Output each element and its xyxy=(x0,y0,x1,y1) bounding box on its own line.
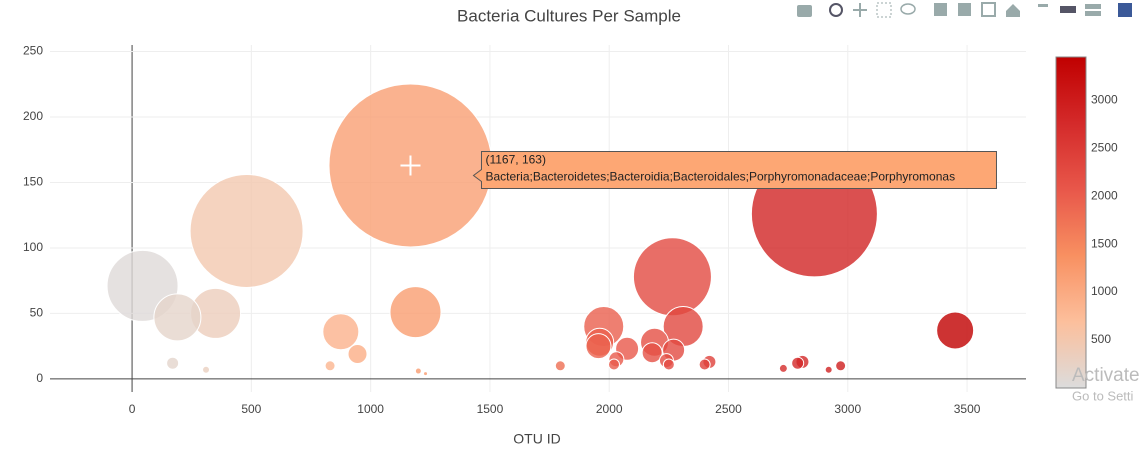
watermark: Activate xyxy=(1072,365,1140,386)
bubble xyxy=(347,344,368,365)
bubble xyxy=(202,365,211,374)
plot-area: 0 500 1000 1500 2000 2500 3000 3500 0 50 100 150 200… xyxy=(23,44,1026,416)
tooltip-label: (1167, 163) xyxy=(485,153,546,167)
colorbar-gradient xyxy=(1055,56,1087,389)
colorbar-tick-label: 1000 xyxy=(1091,284,1118,298)
chart-title: Bacteria Cultures Per Sample xyxy=(457,6,681,25)
bubble xyxy=(791,356,805,370)
autoscale-icon[interactable] xyxy=(981,2,996,17)
bubble xyxy=(607,358,620,371)
spike-icon[interactable] xyxy=(1038,4,1048,7)
tooltip-box xyxy=(472,150,997,189)
home-icon[interactable] xyxy=(1006,4,1020,17)
bubbles xyxy=(106,83,975,377)
camera-icon[interactable] xyxy=(797,5,812,17)
x-tick-label: 500 xyxy=(241,402,261,416)
y-tick-label: 150 xyxy=(23,175,43,189)
bubble xyxy=(641,342,663,364)
colorbar-tick-label: 500 xyxy=(1091,332,1111,346)
tooltip-text: Bacteria;Bacteroidetes;Bacteroidia;Bacte… xyxy=(485,170,955,184)
x-tick-label: 3000 xyxy=(834,402,861,416)
bubble xyxy=(632,237,712,317)
colorbar-tick-label: 1500 xyxy=(1091,236,1118,250)
lasso-icon[interactable] xyxy=(900,3,916,15)
select-icon[interactable] xyxy=(876,2,892,18)
x-tick-label: 0 xyxy=(129,402,136,416)
bubble xyxy=(389,286,442,339)
y-tick-label: 250 xyxy=(23,44,43,58)
bubble xyxy=(554,360,566,372)
x-tick-label: 2500 xyxy=(715,402,742,416)
crosshair xyxy=(400,155,421,176)
y-tick-label: 50 xyxy=(30,306,44,320)
zoom-in-icon[interactable] xyxy=(934,3,947,16)
colorbar: 500 1000 1500 2000 2500 3000 xyxy=(1055,56,1118,389)
hover-closest-icon[interactable] xyxy=(1060,6,1076,13)
bubble xyxy=(414,367,422,375)
colorbar-tick-label: 3000 xyxy=(1091,92,1118,106)
x-tick-label: 2000 xyxy=(596,402,623,416)
plotly-logo[interactable] xyxy=(1118,3,1132,17)
colorbar-tick-label: 2000 xyxy=(1091,188,1118,202)
bubble xyxy=(423,371,429,377)
bubble xyxy=(835,360,847,372)
bubble xyxy=(585,333,612,360)
bubble xyxy=(824,365,833,374)
x-axis-title: OTU ID xyxy=(513,431,560,447)
bubble xyxy=(189,173,304,288)
y-tick-label: 200 xyxy=(23,109,43,123)
bubble xyxy=(324,360,336,372)
bubble xyxy=(778,363,788,373)
watermark: Go to Setti xyxy=(1072,388,1134,403)
bubble xyxy=(662,358,675,371)
x-tick-label: 3500 xyxy=(954,402,981,416)
zoom-icon[interactable] xyxy=(829,3,843,17)
zoom-out-icon[interactable] xyxy=(958,3,971,16)
bubble xyxy=(322,313,360,351)
colorbar-tick-label: 2500 xyxy=(1091,140,1118,154)
pan-icon[interactable] xyxy=(853,3,867,17)
modebar xyxy=(797,2,1132,18)
hover-compare-icon[interactable] xyxy=(1085,4,1101,16)
bubble xyxy=(698,358,711,371)
hover-tooltip: (1167, 163) Bacteria;Bacteroidetes;Bacter… xyxy=(400,150,997,189)
y-tick-label: 0 xyxy=(36,371,43,385)
x-tick-label: 1500 xyxy=(477,402,504,416)
y-tick-label: 100 xyxy=(23,240,43,254)
bubble xyxy=(166,356,180,370)
bubble xyxy=(153,293,202,342)
bubble xyxy=(936,311,975,350)
x-tick-label: 1000 xyxy=(357,402,384,416)
